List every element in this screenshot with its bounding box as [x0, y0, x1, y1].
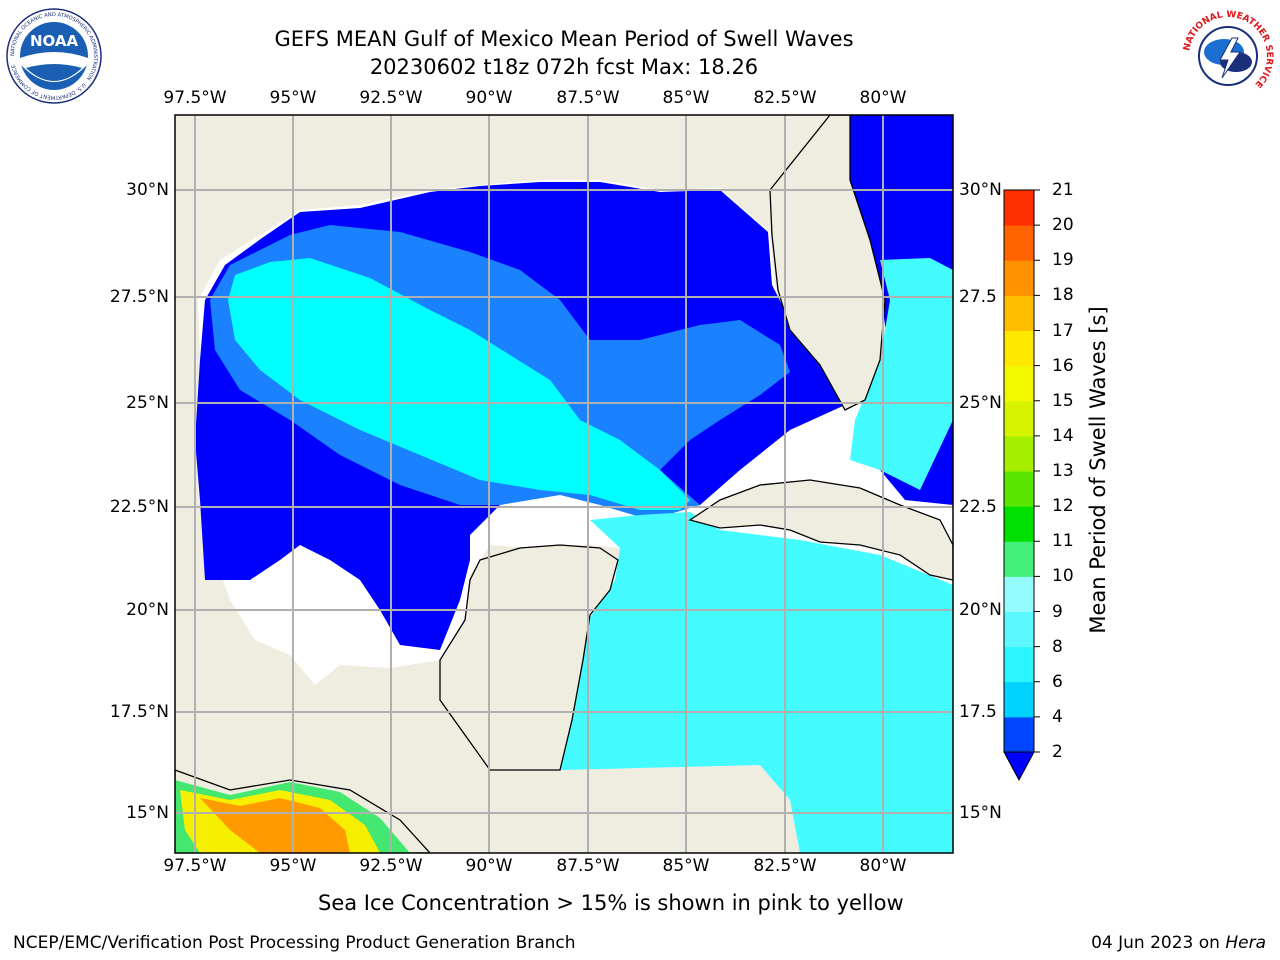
lat-tick-right: 20°N [959, 600, 1002, 620]
lon-tick-top: 92.5°W [359, 88, 423, 108]
colorbar-tick-label: 6 [1052, 671, 1063, 692]
lon-tick-bottom: 97.5°W [163, 856, 227, 876]
lat-tick-left: 17.5°N [109, 702, 169, 722]
colorbar-segment [1004, 330, 1034, 367]
lon-tick-top: 87.5°W [556, 88, 620, 108]
pacific-swell-orange [200, 798, 350, 853]
colorbar-segment [1004, 541, 1034, 577]
colorbar-label: Mean Period of Swell Waves [s] [1086, 306, 1110, 634]
colorbar-tick-label: 9 [1052, 601, 1063, 622]
colorbar-tick-label: 16 [1052, 355, 1074, 376]
lat-tick-right: 27.5 [959, 287, 997, 307]
colorbar-segment [1004, 646, 1034, 683]
colorbar-tick-label: 17 [1052, 320, 1074, 341]
noaa-logo-text: NOAA [30, 32, 79, 50]
colorbar-segment [1004, 190, 1034, 226]
lat-tick-left: 15°N [126, 803, 169, 823]
graticule [175, 115, 953, 853]
lat-tick-left: 27.5°N [109, 287, 169, 307]
colorbar-segment [1004, 471, 1034, 507]
lon-tick-bottom: 80°W [859, 856, 907, 876]
colorbar-segment [1004, 295, 1034, 331]
colorbar-tick-label: 12 [1052, 496, 1074, 517]
lat-tick-left: 25°N [126, 393, 169, 413]
swell-band-cyan [228, 258, 690, 510]
lon-tick-bottom: 95°W [269, 856, 317, 876]
lon-tick-bottom: 92.5°W [359, 856, 423, 876]
colorbar-tick-label: 20 [1052, 215, 1074, 236]
lat-tick-left: 20°N [126, 600, 169, 620]
colorbar-tick-label: 21 [1052, 180, 1074, 200]
colorbar-tick-label: 4 [1052, 706, 1063, 727]
colorbar-segment [1004, 260, 1034, 296]
colorbar-tick-label: 2 [1052, 742, 1063, 762]
footer-left: NCEP/EMC/Verification Post Processing Pr… [13, 933, 576, 953]
colorbar-segment [1004, 716, 1034, 753]
colorbar [1003, 189, 1040, 782]
lat-tick-right: 17.5 [959, 702, 997, 722]
colorbar-tick-label: 10 [1052, 566, 1074, 587]
lat-tick-left: 22.5°N [109, 497, 169, 517]
sea-ice-note: Sea Ice Concentration > 15% is shown in … [318, 891, 904, 915]
lat-tick-right: 25°N [959, 393, 1002, 413]
colorbar-tick-label: 18 [1052, 285, 1074, 306]
map-subtitle: 20230602 t18z 072h fcst Max: 18.26 [369, 55, 759, 79]
colorbar-tick-label: 15 [1052, 390, 1074, 411]
footer-date: 04 Jun 2023 on [1091, 933, 1226, 953]
lon-tick-top: 82.5°W [753, 88, 817, 108]
lon-tick-top: 90°W [465, 88, 513, 108]
lon-tick-bottom: 82.5°W [753, 856, 817, 876]
colorbar-tick-label: 11 [1052, 531, 1074, 552]
colorbar-tick-label: 13 [1052, 461, 1074, 481]
swell-band-light-cyan-atlantic [850, 258, 953, 490]
colorbar-tick-label: 8 [1052, 636, 1063, 657]
nws-logo-icon: NATIONAL WEATHER SERVICE [1181, 9, 1275, 103]
swell-band-light-cyan-caribbean [560, 512, 953, 853]
colorbar-segment [1004, 365, 1034, 402]
colorbar-tick-label: 19 [1052, 250, 1074, 271]
map-title: GEFS MEAN Gulf of Mexico Mean Period of … [274, 27, 854, 51]
colorbar-segment [1004, 506, 1034, 542]
map-frame [174, 114, 954, 854]
lon-tick-top: 97.5°W [163, 88, 227, 108]
colorbar-tick-label: 14 [1052, 425, 1074, 446]
colorbar-segment [1004, 681, 1034, 718]
lon-tick-top: 85°W [662, 88, 710, 108]
colorbar-segment [1004, 611, 1034, 648]
colorbar-segment [1004, 225, 1034, 261]
footer-right: 04 Jun 2023 on Hera [1091, 933, 1266, 953]
cuba-land [688, 479, 953, 581]
colorbar-segment [1004, 400, 1034, 437]
lat-tick-right: 30°N [959, 180, 1002, 200]
lon-tick-bottom: 85°W [662, 856, 710, 876]
colorbar-segment [1004, 435, 1034, 472]
lat-tick-right: 15°N [959, 803, 1002, 823]
lon-tick-top: 80°W [859, 88, 907, 108]
lon-tick-bottom: 90°W [465, 856, 513, 876]
lon-tick-top: 95°W [269, 88, 317, 108]
lat-tick-left: 30°N [126, 180, 169, 200]
noaa-logo-icon: NATIONAL OCEANIC AND ATMOSPHERIC ADMINIS… [6, 8, 102, 104]
footer-host: Hera [1225, 933, 1266, 953]
colorbar-extend-arrow [1003, 751, 1035, 782]
yucatan-land [439, 544, 619, 771]
lat-tick-right: 22.5 [959, 497, 997, 517]
lon-tick-bottom: 87.5°W [556, 856, 620, 876]
colorbar-segment [1004, 576, 1034, 612]
